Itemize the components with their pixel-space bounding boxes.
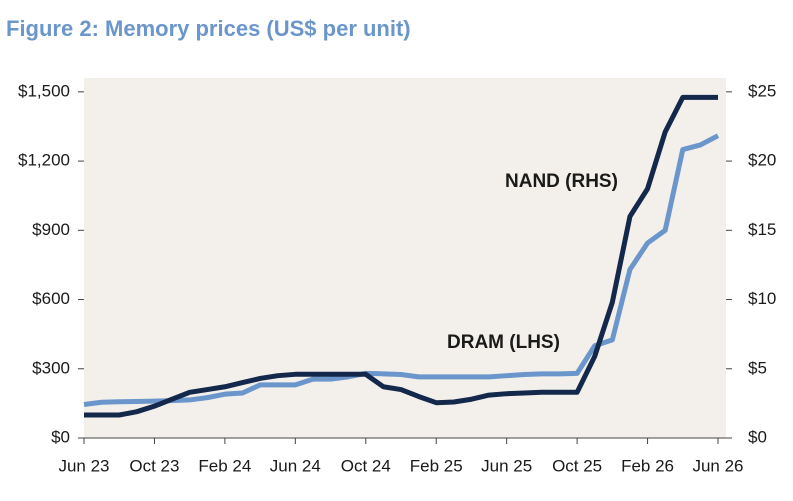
x-tick-label: Feb 25 bbox=[410, 456, 463, 475]
x-tick-label: Jun 24 bbox=[270, 456, 321, 475]
x-tick-label: Jun 25 bbox=[481, 456, 532, 475]
x-tick-label: Feb 26 bbox=[621, 456, 674, 475]
x-tick-label: Feb 24 bbox=[198, 456, 251, 475]
y-tick-label: $600 bbox=[32, 289, 70, 308]
series-line bbox=[84, 94, 718, 418]
y-tick-label: $1,500 bbox=[18, 81, 70, 100]
y2-tick-label: $20 bbox=[748, 151, 776, 170]
x-tick-label: Oct 24 bbox=[341, 456, 391, 475]
series-label: DRAM (LHS) bbox=[447, 332, 560, 353]
y2-tick-label: $10 bbox=[748, 289, 776, 308]
series-line bbox=[83, 133, 720, 408]
y2-tick-label: $15 bbox=[748, 220, 776, 239]
series-label: NAND (RHS) bbox=[505, 171, 618, 192]
x-tick-label: Oct 23 bbox=[129, 456, 179, 475]
x-tick-label: Oct 25 bbox=[552, 456, 602, 475]
chart-title: Figure 2: Memory prices (US$ per unit) bbox=[6, 16, 411, 41]
y-tick-label: $900 bbox=[32, 220, 70, 239]
plot-area bbox=[84, 78, 726, 438]
y2-tick-label: $0 bbox=[748, 427, 767, 446]
x-tick-label: Jun 26 bbox=[692, 456, 743, 475]
x-tick-label: Jun 23 bbox=[58, 456, 109, 475]
y-tick-label: $0 bbox=[51, 427, 70, 446]
y2-tick-label: $25 bbox=[748, 81, 776, 100]
y2-tick-label: $5 bbox=[748, 358, 767, 377]
y-tick-label: $300 bbox=[32, 358, 70, 377]
y-tick-label: $1,200 bbox=[18, 151, 70, 170]
